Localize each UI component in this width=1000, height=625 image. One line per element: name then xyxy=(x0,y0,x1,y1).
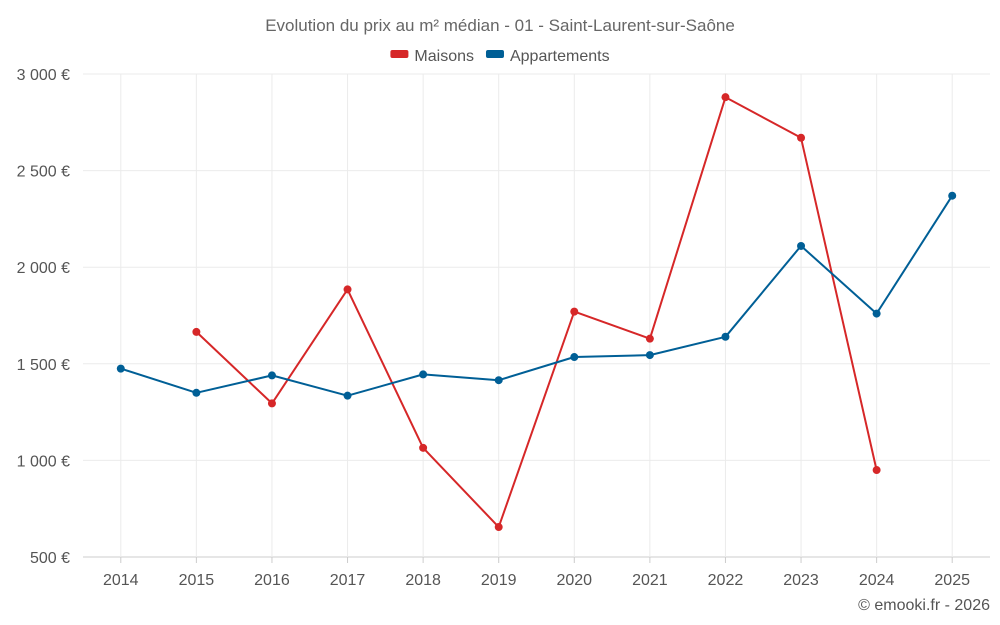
x-tick-label: 2021 xyxy=(632,572,668,589)
data-point-maisons[interactable] xyxy=(343,285,352,294)
y-axis: 500 € 1 000 € 1 500 € 2 000 € 2 500 € 3 000 € xyxy=(17,67,70,567)
data-point-maisons[interactable] xyxy=(797,133,806,142)
x-tick-label: 2020 xyxy=(556,572,592,589)
y-tick-label: 3 000 € xyxy=(17,67,70,84)
data-point-appartements[interactable] xyxy=(797,241,806,250)
y-tick-label: 1 000 € xyxy=(17,453,70,470)
credit-text: © emooki.fr - 2026 xyxy=(858,597,990,614)
data-point-appartements[interactable] xyxy=(192,388,201,397)
data-point-appartements[interactable] xyxy=(116,364,125,373)
data-point-appartements[interactable] xyxy=(494,376,503,385)
x-tick-label: 2024 xyxy=(859,572,895,589)
data-point-maisons[interactable] xyxy=(872,466,881,475)
data-point-maisons[interactable] xyxy=(721,93,730,102)
data-point-appartements[interactable] xyxy=(570,353,579,362)
x-tick-label: 2023 xyxy=(783,572,819,589)
x-tick-label: 2022 xyxy=(708,572,744,589)
data-point-appartements[interactable] xyxy=(267,371,276,380)
legend-label-maisons[interactable]: Maisons xyxy=(414,48,474,65)
legend[interactable]: Maisons Appartements xyxy=(390,48,610,65)
data-point-appartements[interactable] xyxy=(645,351,654,360)
x-tick-label: 2019 xyxy=(481,572,517,589)
x-tick-label: 2018 xyxy=(405,572,441,589)
x-tick-label: 2014 xyxy=(103,572,139,589)
data-point-maisons[interactable] xyxy=(570,307,579,316)
x-tick-label: 2025 xyxy=(934,572,970,589)
data-point-maisons[interactable] xyxy=(192,327,201,336)
data-point-maisons[interactable] xyxy=(494,523,503,532)
series-line-maisons xyxy=(195,96,878,529)
data-point-maisons[interactable] xyxy=(645,334,654,343)
series-layer xyxy=(116,93,957,532)
data-point-maisons[interactable] xyxy=(419,443,428,452)
x-tick-label: 2017 xyxy=(330,572,366,589)
series-maisons xyxy=(192,93,881,532)
x-tick-label: 2015 xyxy=(179,572,215,589)
series-appartements xyxy=(116,191,957,400)
y-tick-label: 1 500 € xyxy=(17,357,70,374)
y-tick-label: 2 500 € xyxy=(17,164,70,181)
x-axis: 2014 2015 2016 2017 2018 2019 2020 2021 2022 2023… xyxy=(103,557,970,589)
y-tick-label: 2 000 € xyxy=(17,260,70,277)
y-tick-label: 500 € xyxy=(30,550,70,567)
x-tick-label: 2016 xyxy=(254,572,290,589)
data-point-appartements[interactable] xyxy=(721,332,730,341)
legend-swatch-appartements[interactable] xyxy=(485,50,504,58)
data-point-appartements[interactable] xyxy=(343,391,352,400)
data-point-appartements[interactable] xyxy=(948,191,957,200)
data-point-appartements[interactable] xyxy=(872,309,881,318)
chart-title: Evolution du prix au m² médian - 01 - Sa… xyxy=(265,16,735,35)
data-point-maisons[interactable] xyxy=(267,399,276,408)
grid xyxy=(83,73,990,558)
data-point-appartements[interactable] xyxy=(419,370,428,379)
legend-label-appartements[interactable]: Appartements xyxy=(510,48,610,65)
series-line-appartements xyxy=(120,195,954,397)
legend-swatch-maisons[interactable] xyxy=(390,50,409,58)
